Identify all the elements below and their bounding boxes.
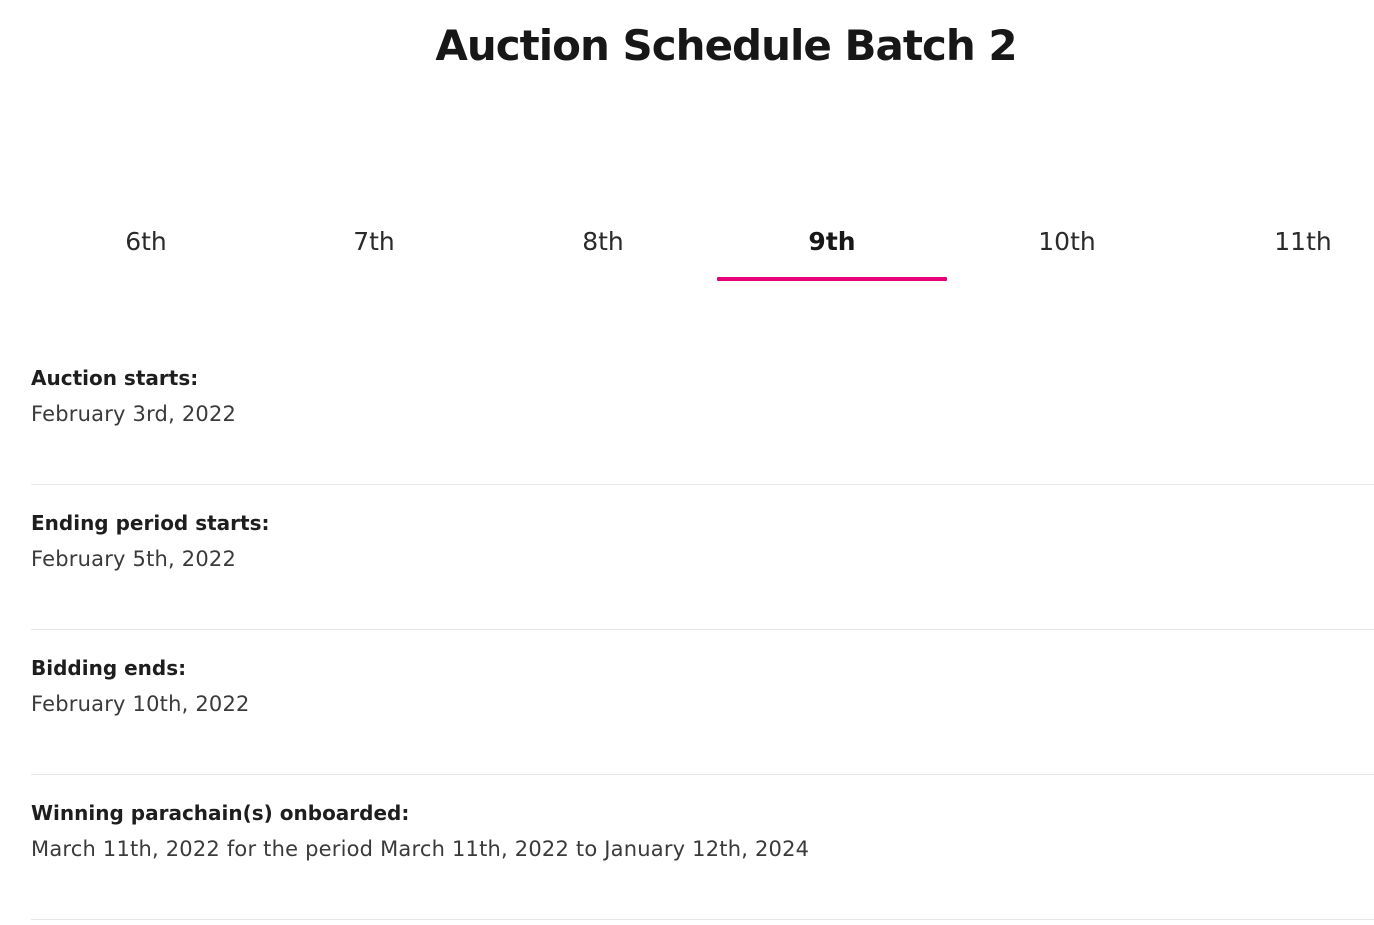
detail-label: Auction starts: xyxy=(31,366,199,390)
detail-value: February 5th, 2022 xyxy=(31,547,237,571)
auction-details: Auction starts: February 3rd, 2022 Endin… xyxy=(31,340,1374,920)
detail-row-winning-parachains-onboarded: Winning parachain(s) onboarded: March 11… xyxy=(31,775,1374,920)
tab-10th[interactable]: 10th xyxy=(1038,227,1096,256)
detail-value: March 11th, 2022 for the period March 11… xyxy=(31,837,810,861)
detail-row-bidding-ends: Bidding ends: February 10th, 2022 xyxy=(31,630,1374,775)
tab-7th[interactable]: 7th xyxy=(353,227,395,256)
detail-label: Bidding ends: xyxy=(31,656,187,680)
detail-label: Winning parachain(s) onboarded: xyxy=(31,801,410,825)
tab-9th[interactable]: 9th xyxy=(808,227,856,256)
detail-label: Ending period starts: xyxy=(31,511,270,535)
detail-row-ending-period-starts: Ending period starts: February 5th, 2022 xyxy=(31,485,1374,630)
tab-6th[interactable]: 6th xyxy=(125,227,167,256)
tab-8th[interactable]: 8th xyxy=(582,227,624,256)
page-title: Auction Schedule Batch 2 xyxy=(435,21,1017,70)
tab-11th[interactable]: 11th xyxy=(1274,227,1332,256)
detail-value: February 3rd, 2022 xyxy=(31,402,237,426)
auction-tabs: 6th 7th 8th 9th 10th 11th xyxy=(0,222,1374,284)
detail-value: February 10th, 2022 xyxy=(31,692,250,716)
active-tab-indicator xyxy=(717,277,947,281)
detail-row-auction-starts: Auction starts: February 3rd, 2022 xyxy=(31,340,1374,485)
